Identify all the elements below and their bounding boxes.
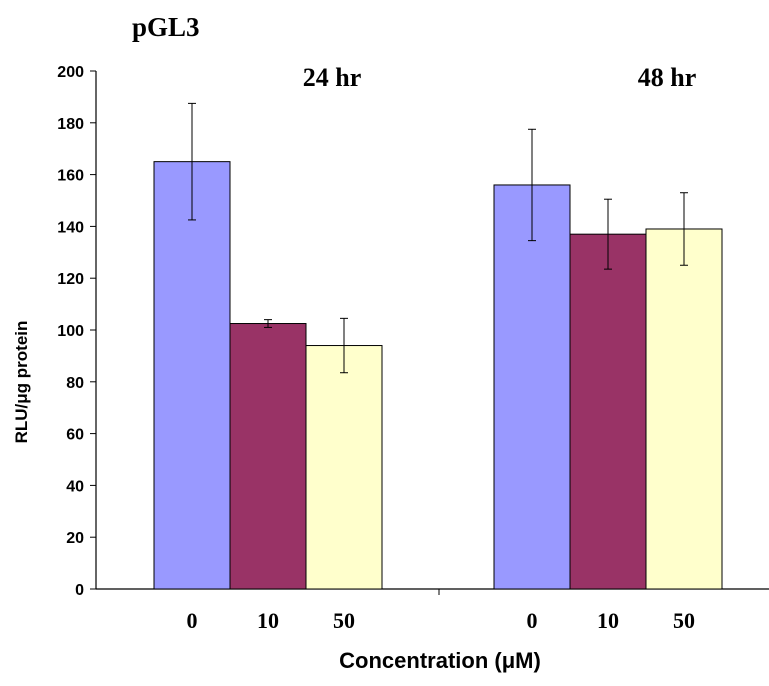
x-axis-label: Concentration (μM) (339, 648, 541, 673)
bar (569, 233, 647, 590)
y-tick-label: 180 (57, 116, 84, 133)
x-tick-label: 50 (333, 608, 355, 633)
x-tick-label: 0 (187, 608, 198, 633)
x-tick-label: 0 (527, 608, 538, 633)
y-tick-label: 40 (66, 478, 84, 495)
y-tick-label: 140 (57, 219, 84, 236)
bar (645, 228, 723, 590)
x-tick-label: 50 (673, 608, 695, 633)
y-tick-label: 60 (66, 427, 84, 444)
y-tick-label: 160 (57, 168, 84, 185)
bar (305, 345, 383, 590)
y-tick-label: 80 (66, 375, 84, 392)
group-label-48hr: 48 hr (638, 63, 697, 92)
y-tick-label: 20 (66, 530, 84, 547)
group-label-24hr: 24 hr (303, 63, 362, 92)
y-tick-label: 100 (57, 323, 84, 340)
y-axis-label: RLU/μg protein (12, 321, 31, 444)
bar (229, 323, 307, 590)
y-tick-label: 0 (75, 582, 84, 599)
bar (493, 184, 571, 590)
y-tick-label: 120 (57, 271, 84, 288)
y-tick-label: 200 (57, 64, 84, 81)
chart-title: pGL3 (132, 12, 200, 42)
x-tick-label: 10 (597, 608, 619, 633)
bar (153, 161, 231, 590)
x-tick-label: 10 (257, 608, 279, 633)
